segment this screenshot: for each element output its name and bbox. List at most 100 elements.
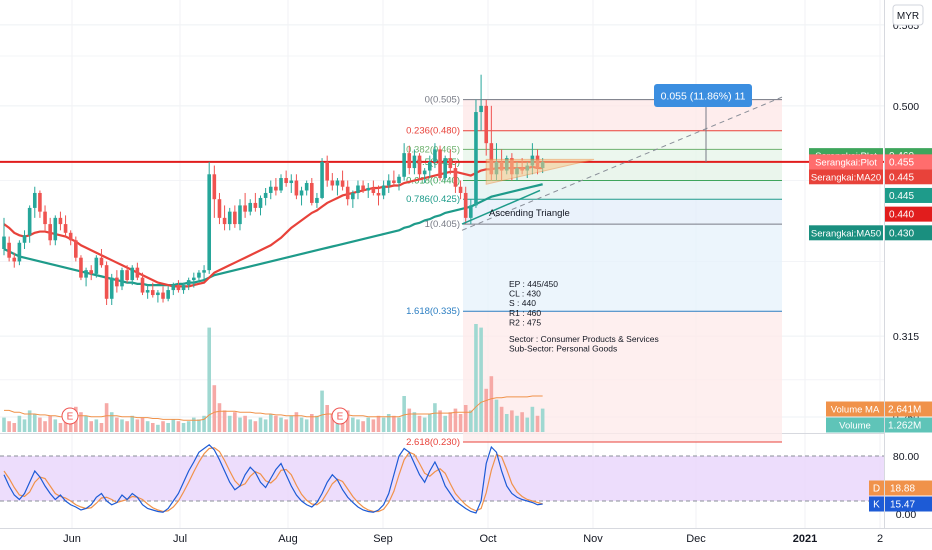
candle-body xyxy=(217,199,222,218)
volume-bar xyxy=(402,396,406,432)
candle-body xyxy=(335,180,340,186)
earnings-marker-icon[interactable] xyxy=(331,407,349,425)
candle-body xyxy=(176,285,181,291)
measure-box[interactable] xyxy=(654,84,752,107)
volume-bar xyxy=(325,405,329,432)
volume-bar xyxy=(212,385,217,432)
candle-body xyxy=(161,292,165,299)
candle-body xyxy=(315,197,319,203)
volume-bar xyxy=(171,419,176,432)
fib-level-label: 0.236(0.480) xyxy=(406,126,460,137)
volume-bar xyxy=(479,327,483,432)
volume-bar xyxy=(299,417,304,432)
candle-body xyxy=(12,257,17,262)
volume-bar xyxy=(356,419,360,432)
volume-bar xyxy=(510,410,514,432)
volume-bar xyxy=(412,412,417,432)
series-name-text: Serangkai:Plot xyxy=(815,157,877,168)
candle-body xyxy=(330,180,335,186)
candle-body xyxy=(233,211,237,225)
volume-value-text: 2.641M xyxy=(888,405,921,416)
volume-bar xyxy=(499,406,504,432)
series-name-text: Serangkai:MA50 xyxy=(811,228,881,239)
volume-bar xyxy=(443,415,447,432)
ascending-triangle[interactable]: Ascending Triangle xyxy=(461,96,783,231)
stoch-name-tag xyxy=(869,496,884,512)
trade-note: R2 : 475 xyxy=(509,317,541,327)
candle-body xyxy=(304,183,309,191)
volume-name-text: Volume MA xyxy=(831,405,880,416)
volume-bar xyxy=(294,412,299,432)
candle-body xyxy=(310,183,314,203)
trendline-dashed xyxy=(461,96,783,231)
candles xyxy=(2,74,545,306)
candle-body xyxy=(238,205,242,225)
candle-body xyxy=(356,185,360,193)
ma50-line xyxy=(3,183,543,287)
volume-bar xyxy=(84,415,88,432)
volume-bar xyxy=(351,417,355,432)
volume-bar xyxy=(166,423,170,432)
candle-body xyxy=(171,285,176,291)
candle-body xyxy=(38,192,42,212)
volume-bar xyxy=(315,415,319,432)
volume-bar xyxy=(217,403,222,432)
time-tick-label: Sep xyxy=(373,533,393,545)
earnings-marker-label: E xyxy=(67,412,74,423)
candle-body xyxy=(351,192,355,200)
candle-body xyxy=(207,174,211,271)
stoch-name-tag xyxy=(869,480,884,496)
candle-body xyxy=(53,217,58,241)
volume-bar xyxy=(289,415,294,432)
currency-button[interactable] xyxy=(892,4,924,26)
stoch-value-tag xyxy=(885,496,932,512)
trade-note: CL : 430 xyxy=(509,289,541,299)
volume-bar xyxy=(150,423,155,432)
time-axis[interactable]: Jun Jul Aug Sep Oct Nov Dec 2021 2 xyxy=(63,533,883,545)
price-value-text: 0.445 xyxy=(889,191,914,202)
volume-bar xyxy=(2,417,6,432)
time-tick-label: Jul xyxy=(173,533,187,545)
measure-tool[interactable]: 0.055 (11.86%) 11 xyxy=(480,84,782,162)
volume-bar xyxy=(397,417,401,432)
fib-level-label: 0.382(0.465) xyxy=(406,144,460,155)
candle-body xyxy=(402,153,406,177)
candle-body xyxy=(74,240,78,258)
volume-bar xyxy=(38,417,42,432)
volume-bar xyxy=(458,414,463,432)
volume-bar xyxy=(489,376,494,432)
trade-note: R1 : 460 xyxy=(509,308,541,318)
volume-bar xyxy=(474,324,478,432)
volume-bar xyxy=(268,414,273,432)
sector-note: Sub-Sector: Personal Goods xyxy=(509,344,617,354)
candle-body xyxy=(443,158,447,179)
volume-bar xyxy=(68,417,73,432)
volume-bar xyxy=(279,417,283,432)
earnings-marker-icon[interactable] xyxy=(61,407,79,425)
candle-body xyxy=(135,267,140,278)
volume-bar xyxy=(320,390,324,432)
fib-zone xyxy=(463,180,782,200)
volume-bar xyxy=(7,421,11,432)
stoch-value-text: 18.88 xyxy=(890,484,915,495)
volume-bar xyxy=(125,421,129,432)
stoch-name-text: D xyxy=(873,484,880,495)
candle-body xyxy=(125,270,129,281)
volume-bar xyxy=(535,415,540,432)
volume-bar xyxy=(392,415,396,432)
trendline-support xyxy=(461,189,541,225)
stoch-d-line xyxy=(3,447,543,513)
candle-body xyxy=(453,168,458,187)
volume-bar xyxy=(361,421,365,432)
candle-body xyxy=(43,211,47,225)
candle-body xyxy=(130,267,135,281)
volume-bar xyxy=(345,410,350,432)
candle-body xyxy=(371,187,376,193)
candle-body xyxy=(381,185,386,196)
volume-name-text: Volume xyxy=(839,421,871,432)
volume-bar xyxy=(438,410,442,432)
candle-body xyxy=(48,224,52,241)
